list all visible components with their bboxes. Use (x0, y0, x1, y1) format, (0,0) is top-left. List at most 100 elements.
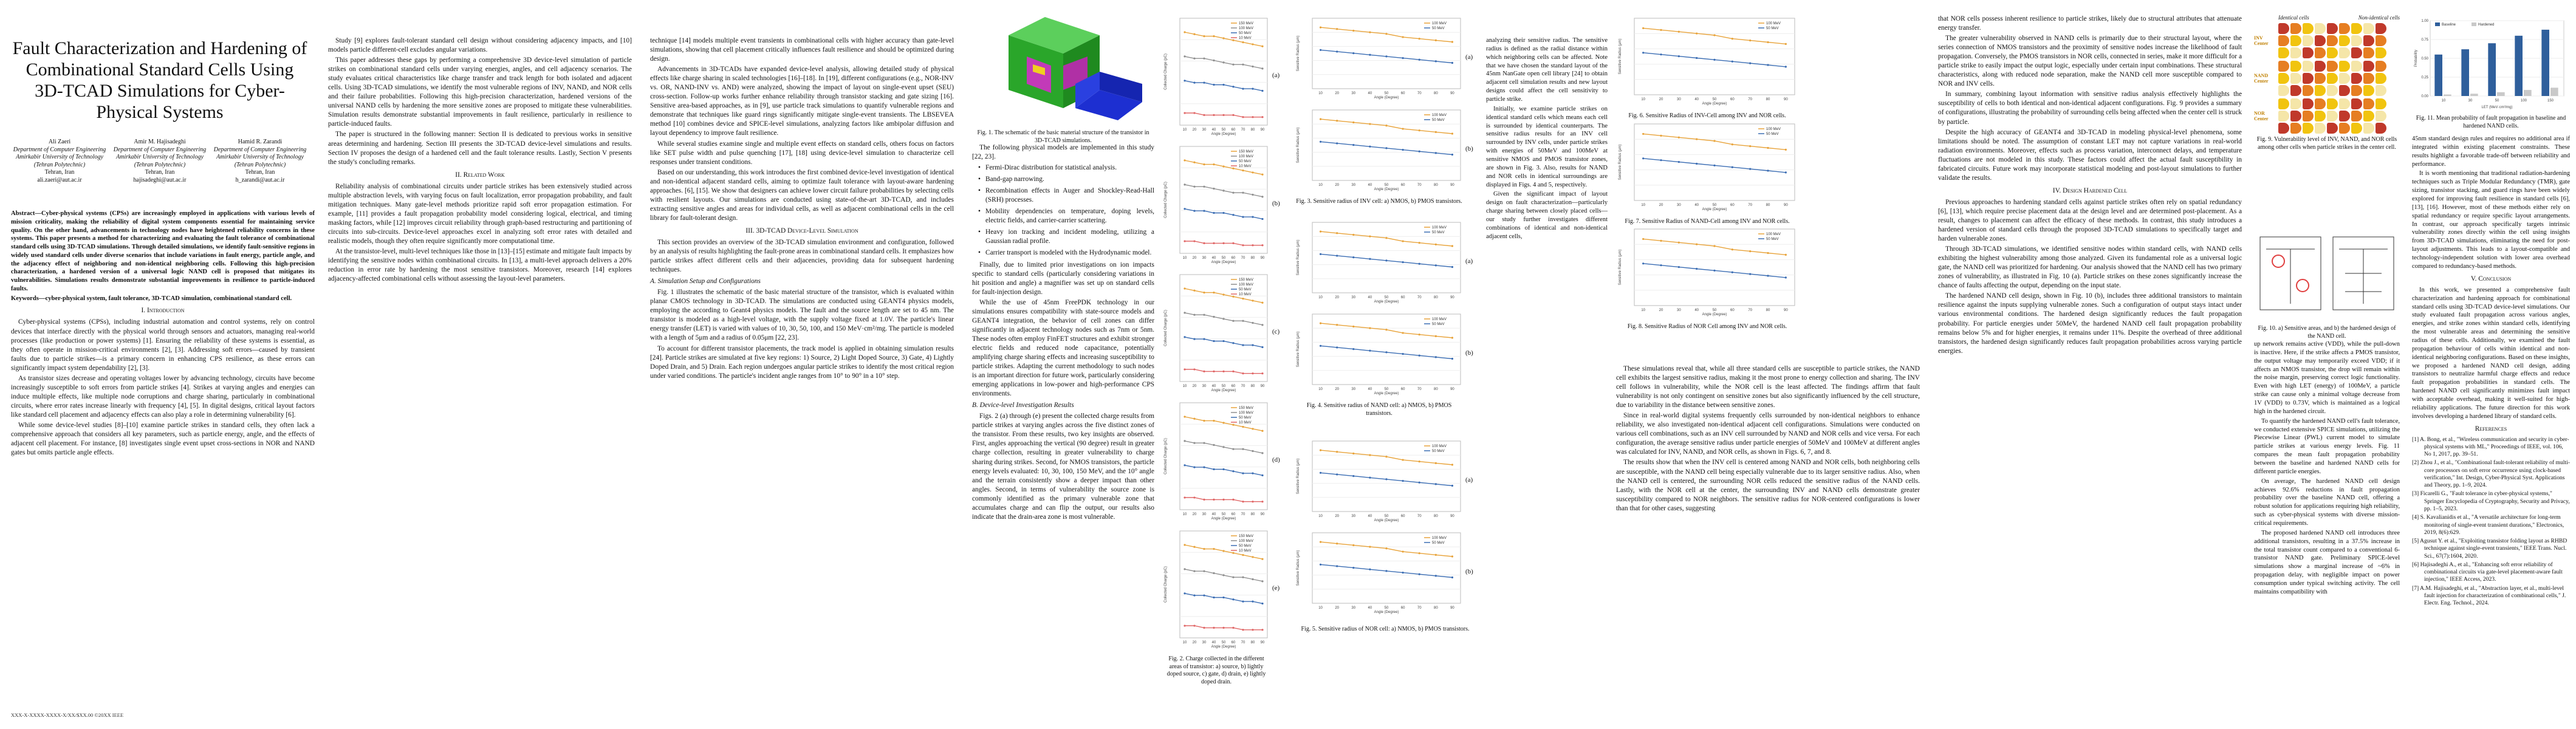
figure-3: 10 20 30 40 50 60 70 80 90 Angle (Degree) Sensitiv… (1294, 15, 1476, 205)
fig9-cell (2376, 98, 2386, 109)
data-point (1222, 340, 1225, 343)
figure-11-caption: Fig. 11. Mean probability of fault propa… (2416, 115, 2566, 129)
x-tick-label: 70 (1748, 98, 1752, 101)
x-tick-label: 60 (1401, 92, 1405, 95)
data-point (1731, 248, 1733, 251)
section-heading-intro: I. Introduction (141, 307, 185, 315)
legend-label: 50 MeV (1432, 118, 1445, 122)
fig9-cell (2303, 23, 2314, 34)
x-tick-label: 70 (1417, 388, 1422, 391)
data-point (1242, 501, 1244, 503)
data-point (1660, 239, 1662, 242)
data-point (1369, 476, 1371, 479)
data-point (1385, 478, 1388, 481)
data-point (1222, 626, 1225, 629)
fig9-cell (2290, 23, 2301, 34)
figure-6: 10 20 30 40 50 60 70 80 90 Angle (Degree) Sensitiv… (1616, 15, 1798, 330)
x-tick-label: 60 (1730, 204, 1735, 207)
paragraph: Since in real-world digital systems freq… (1616, 412, 1920, 456)
data-point (1203, 548, 1205, 550)
data-point (1184, 183, 1186, 186)
fig9-cell (2290, 98, 2301, 109)
fig9-cell (2315, 98, 2326, 109)
data-point (1418, 354, 1420, 357)
paragraph: Figs. 2 (a) through (e) present the coll… (972, 412, 1154, 521)
x-tick-label: 10 (1318, 296, 1323, 299)
data-point (1222, 318, 1225, 320)
data-point (1213, 340, 1215, 343)
x-tick-label: 60 (1401, 388, 1405, 391)
data-point (1713, 245, 1716, 247)
author-1: Ali Zaeri Department of Computer Enginee… (11, 139, 108, 184)
y-axis-label: Sensitive Radius (µm) (1297, 550, 1300, 586)
chart-panel: 10 20 30 40 50 60 70 80 90 Angle (Degree) Collecte… (1162, 143, 1283, 267)
panel-label: (c) (1272, 328, 1280, 335)
data-point (1232, 626, 1235, 629)
data-point (1352, 121, 1355, 124)
data-point (1213, 187, 1215, 190)
x-tick-label: 80 (1434, 388, 1438, 391)
data-point (1252, 193, 1254, 196)
data-point (1336, 451, 1338, 453)
data-point (1336, 255, 1338, 257)
x-tick-label: 80 (1251, 641, 1255, 645)
data-point (1193, 338, 1196, 340)
author-2-email[interactable]: hajisadeghi@aut.ac.ir (133, 176, 187, 183)
reference-item: [1] A. Bong, et al., "Wireless communica… (2412, 436, 2569, 458)
data-point (1369, 235, 1371, 238)
data-point (1385, 351, 1388, 354)
reference-item: [7] A.M. Hajisadeghi, et al., "Abstracti… (2412, 584, 2566, 607)
data-point (1319, 253, 1322, 255)
page3-mid-column: analyzing their sensitive radius. The se… (1486, 36, 1608, 242)
x-tick-label: 70 (1241, 256, 1245, 260)
data-point (1402, 571, 1404, 574)
data-point (1203, 210, 1205, 212)
data-point (1242, 425, 1244, 428)
paragraph: Advancements in 3D-TCADs have expanded d… (650, 66, 954, 137)
data-point (1369, 258, 1371, 260)
fig9-cell (2351, 85, 2362, 96)
data-point (1677, 160, 1680, 163)
x-axis-label: Angle (Degree) (1702, 102, 1727, 106)
bar (2444, 94, 2451, 96)
paragraph: While several studies examine single and… (650, 140, 954, 166)
data-point (1252, 244, 1254, 247)
x-tick-label: 40 (1368, 296, 1372, 299)
data-point (1749, 250, 1752, 253)
fig9-cell (2351, 35, 2362, 46)
data-point (1767, 252, 1769, 255)
data-point (1336, 28, 1338, 30)
author-1-email[interactable]: ali.zaeri@aut.ac.ir (37, 176, 82, 183)
figure-10-caption: Fig. 10. a) Sensitive areas, and b) the … (2258, 325, 2396, 340)
data-point (1213, 626, 1215, 629)
x-tick-label: 80 (1434, 183, 1438, 187)
x-tick-label: 70 (1748, 309, 1752, 312)
y-axis-label: Probability (2414, 50, 2418, 67)
fig9-cell (2339, 98, 2350, 109)
y-axis-label: Sensitive Radius (µm) (1297, 128, 1300, 163)
data-point (1402, 332, 1404, 334)
y-axis-label: Sensitive Radius (µm) (1619, 250, 1622, 286)
line-chart: 10 20 30 40 50 60 70 80 90 Angle (Degree) Sensitiv… (1619, 18, 1795, 106)
data-point (1261, 217, 1264, 221)
data-point (1434, 483, 1437, 485)
data-point (1193, 570, 1196, 572)
legend-label: 50 MeV (1239, 544, 1252, 548)
chart-panel: 10 20 30 40 50 60 70 80 90 Angle (Degree) Sensitiv… (1294, 106, 1476, 194)
author-3-email[interactable]: h_zarandi@aut.ac.ir (235, 176, 285, 183)
data-point (1193, 368, 1196, 371)
data-point (1451, 337, 1454, 339)
legend-label: 10 MeV (1239, 293, 1252, 296)
data-point (1369, 546, 1371, 548)
x-tick-label: 30 (1202, 641, 1207, 645)
line-chart: 10 20 30 40 50 60 70 80 90 Angle (Degree) Sensitiv… (1297, 313, 1461, 395)
legend-label: 100 MeV (1239, 539, 1253, 543)
abstract: Abstract—Cyber-physical systems (CPSs) a… (11, 210, 315, 292)
fig9-cell (2363, 23, 2374, 34)
figure-1-caption: Fig. 1. The schematic of the basic mater… (977, 129, 1149, 144)
data-point (1784, 171, 1787, 173)
fig9-cell (2290, 35, 2301, 46)
x-tick-label: 20 (1659, 309, 1663, 312)
data-point (1203, 163, 1205, 166)
bar (2461, 49, 2469, 96)
